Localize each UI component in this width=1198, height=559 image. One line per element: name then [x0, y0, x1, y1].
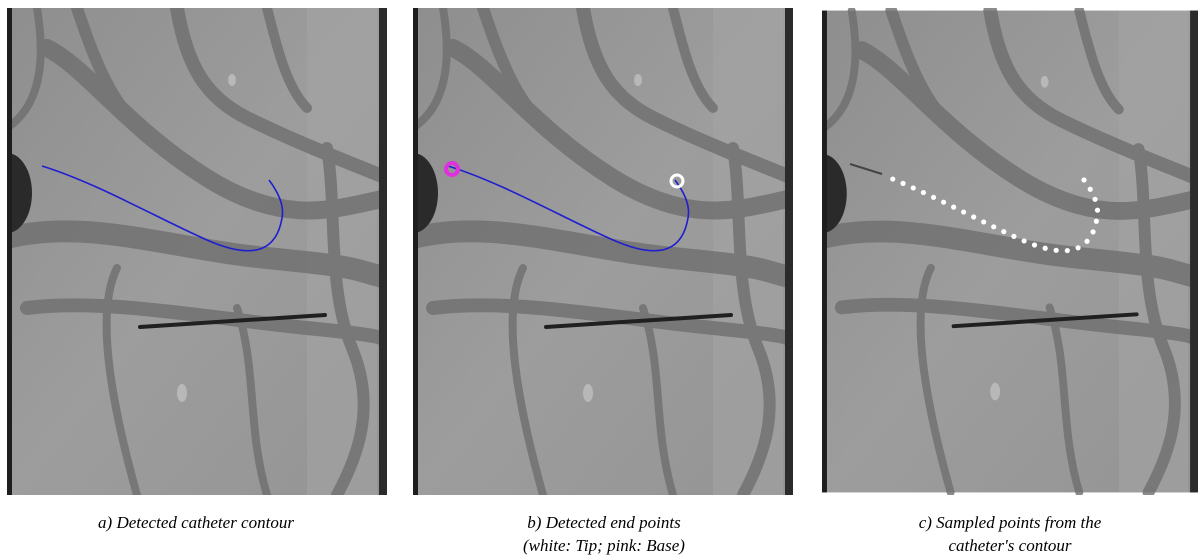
sample-point — [1090, 229, 1095, 234]
sample-point — [1088, 187, 1093, 192]
sample-point — [1084, 239, 1089, 244]
sample-point — [991, 224, 996, 229]
sample-point — [951, 205, 956, 210]
caption: c) Sampled points from the — [919, 513, 1102, 532]
panel-a — [7, 8, 387, 495]
sample-point — [900, 181, 905, 186]
sample-point — [931, 195, 936, 200]
caption: a) Detected catheter contour — [98, 513, 294, 532]
sample-point — [1011, 234, 1016, 239]
caption: (white: Tip; pink: Base) — [523, 536, 685, 555]
sample-point — [1043, 246, 1048, 251]
sample-point — [1075, 245, 1080, 250]
sample-point — [1022, 238, 1027, 243]
caption: b) Detected end points — [527, 513, 681, 532]
figure: a) Detected catheter contour b) Detected… — [0, 0, 1198, 559]
sample-point — [1054, 248, 1059, 253]
sample-point — [981, 219, 986, 224]
sample-point — [1095, 208, 1100, 213]
page: a) Detected catheter contour b) Detected… — [0, 0, 1198, 559]
sample-point — [1094, 219, 1099, 224]
sample-point — [890, 176, 895, 181]
sample-point — [1092, 197, 1097, 202]
sample-point — [961, 209, 966, 214]
sample-point — [941, 200, 946, 205]
panel-c — [822, 11, 1198, 493]
sample-point — [1081, 177, 1086, 182]
sample-point — [1001, 229, 1006, 234]
sample-point — [1065, 248, 1070, 253]
sample-point — [971, 214, 976, 219]
panel-b — [413, 8, 793, 495]
caption: catheter's contour — [948, 536, 1071, 555]
sample-point — [921, 190, 926, 195]
sample-point — [1032, 242, 1037, 247]
sample-point — [911, 185, 916, 190]
